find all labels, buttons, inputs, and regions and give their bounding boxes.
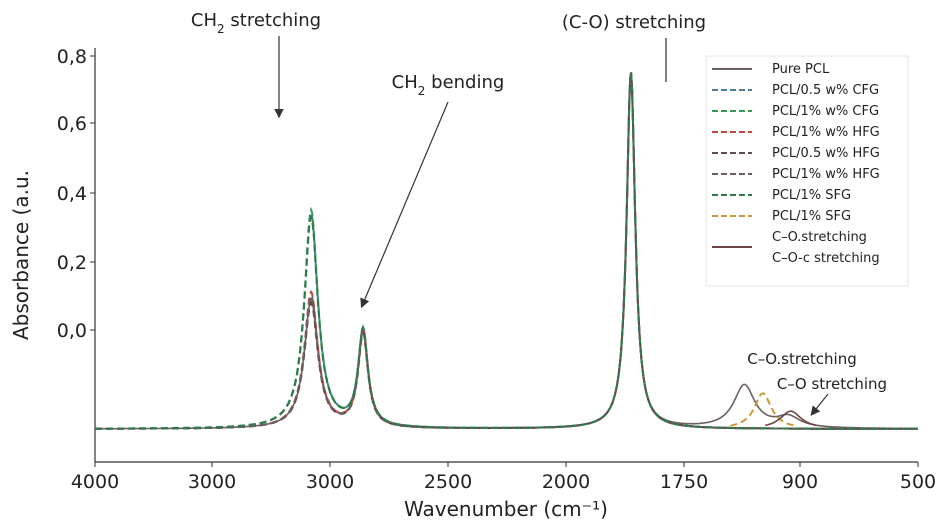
arrow-ch2-bending [360, 101, 449, 309]
y-tick-label: 0,8 [57, 46, 87, 68]
legend-label: PCL/1% w% HFG [772, 167, 880, 182]
x-tick-label: 500 [900, 471, 936, 493]
legend-label: PCL/1% w% CFG [772, 104, 879, 119]
series-line [765, 410, 817, 427]
annotations: CH2 stretching CH2 bending (C-O) stretchin… [191, 10, 887, 416]
axes [94, 48, 918, 463]
annotation-co-stretching: (C-O) stretching [562, 12, 706, 33]
legend-label: PCL/1% SFG [772, 188, 851, 203]
legend-label: C–O.stretching [772, 230, 867, 245]
legend-label: PCL/1% w% HFG [772, 125, 880, 140]
x-tick-label: 2000 [542, 471, 590, 493]
legend-label: PCL/1% SFG [772, 209, 851, 224]
x-tick-label: 4000 [71, 471, 119, 493]
y-axis-title: Absorbance (a.u. [9, 170, 33, 340]
legend-label: PCL/0.5 w% HFG [772, 146, 880, 161]
series-line [95, 72, 918, 430]
annotation-ch2-stretching: CH2 stretching [191, 10, 321, 36]
annotation-ch2-bending: CH2 bending [392, 72, 505, 98]
series-lines [95, 71, 918, 430]
x-tick-label: 3000 [188, 471, 236, 493]
legend: Pure PCL PCL/0.5 w% CFG PCL/1% w% CFG PCL/1… [705, 55, 909, 287]
x-tick-label: 3000 [306, 471, 354, 493]
y-tick-label: 0,4 [57, 183, 87, 205]
x-tick-label: 1750 [660, 471, 708, 493]
x-tick-label: 900 [782, 471, 818, 493]
y-tick-label: 0,2 [57, 252, 87, 274]
y-tick-label: 0,6 [57, 113, 87, 135]
y-tick-label: 0,0 [57, 320, 87, 342]
x-tick-label: 2500 [424, 471, 472, 493]
legend-label: C–O-c stretching [772, 251, 880, 266]
arrow-co-stretching-small [810, 393, 829, 416]
x-axis-title: Wavenumber (cm⁻¹) [404, 497, 608, 521]
annotation-co-stretching-small-2: C–O stretching [777, 375, 887, 393]
legend-label: PCL/0.5 w% CFG [772, 83, 879, 98]
annotation-co-stretching-small-1: C–O.stretching [747, 350, 857, 368]
series-line [730, 392, 796, 427]
tick-labels: 4000 3000 3000 2500 2000 1750 900 500 0,0 0,2 0,4 0… [9, 46, 936, 521]
legend-label: Pure PCL [772, 62, 830, 77]
